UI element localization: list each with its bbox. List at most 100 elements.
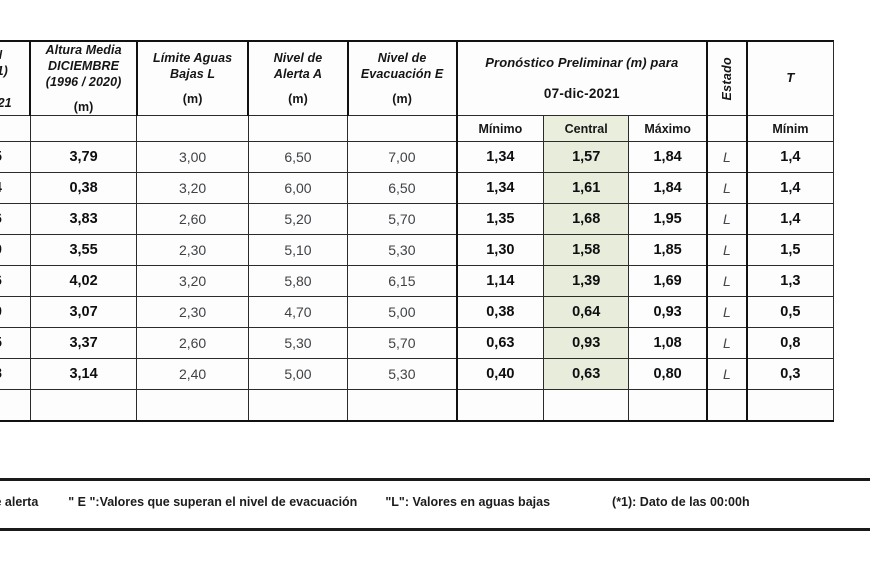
cell-col0: 5: [0, 141, 31, 173]
cell-col0: 4: [0, 172, 31, 204]
header-altura-media: Altura Media DICIEMBRE (1996 / 2020) (m): [29, 40, 138, 116]
cell-estado: L: [705, 327, 748, 359]
cell-nivel-evac: 7,00: [347, 141, 458, 173]
cell-nivel-alerta: 5,80: [247, 265, 349, 297]
header-pronostico-title: Pronóstico Preliminar (m) para: [485, 54, 679, 70]
footnote-alerta: vel de alerta: [0, 495, 39, 509]
subheader-evac-blank: [347, 115, 458, 142]
cell-maximo: 1,95: [628, 203, 708, 235]
header-pronostico-group: Pronóstico Preliminar (m) para 07-dic-20…: [456, 40, 708, 116]
cell-nivel-evac: 6,15: [347, 265, 458, 297]
cell-nivel-evac: 5,70: [347, 203, 458, 235]
header-nivel-evacuacion-unit: (m): [392, 92, 412, 106]
cell-nivel-alerta: 6,50: [247, 141, 349, 173]
cell-minimo: 1,35: [456, 203, 545, 235]
header-limite-aguas-unit: (m): [182, 92, 203, 106]
cell-minimo: 1,34: [456, 141, 545, 173]
cell-altura-media: 0,38: [29, 172, 138, 204]
cell-estado: L: [705, 234, 748, 266]
empty-cell-evac: [347, 389, 458, 422]
header-limite-aguas-title: Límite Aguas: [152, 51, 233, 65]
cell-central: 1,39: [543, 265, 630, 297]
cell-next-minimo: 1,4: [746, 141, 834, 173]
cell-maximo: 1,08: [628, 327, 708, 359]
cell-limite-aguas: 2,30: [136, 296, 249, 328]
empty-cell-altura: [29, 389, 138, 422]
cell-nivel-alerta: 5,20: [247, 203, 349, 235]
footnotes-rule-bottom: [0, 528, 870, 531]
cell-col0: 6: [0, 203, 31, 235]
cell-minimo: 1,30: [456, 234, 545, 266]
header-station-line2: (*1): [0, 63, 8, 78]
cell-limite-aguas: 2,40: [136, 358, 249, 390]
subheader-limite-blank: [136, 115, 249, 142]
cell-central: 1,61: [543, 172, 630, 204]
header-nivel-alerta-title: Nivel de: [273, 51, 323, 65]
cell-limite-aguas: 2,60: [136, 203, 249, 235]
header-limite-aguas: Límite Aguas Bajas L (m): [135, 40, 249, 116]
cell-limite-aguas: 3,00: [136, 141, 249, 173]
cell-nivel-evac: 5,30: [347, 358, 458, 390]
header-next-group: T: [746, 40, 834, 116]
header-altura-media-month: DICIEMBRE: [48, 59, 120, 73]
cell-altura-media: 3,79: [29, 141, 138, 173]
cell-limite-aguas: 3,20: [136, 265, 249, 297]
table-subheader-row: Mínimo Central Máximo Mínim: [0, 115, 834, 142]
empty-cell-station: [0, 389, 31, 422]
cell-nivel-evac: 5,70: [347, 327, 458, 359]
cell-estado: L: [705, 296, 748, 328]
cell-col0: 0: [0, 234, 31, 266]
cell-estado: L: [705, 358, 748, 390]
cell-maximo: 0,93: [628, 296, 708, 328]
header-limite-aguas-sub: Bajas L: [170, 67, 216, 81]
header-station-line1: N: [0, 48, 2, 62]
header-nivel-alerta-unit: (m): [288, 92, 308, 106]
header-nivel-evacuacion: Nivel de Evacuación E (m): [346, 40, 458, 116]
cell-minimo: 0,38: [456, 296, 545, 328]
cell-next-minimo: 0,3: [746, 358, 834, 390]
header-station-line4: 2021: [0, 95, 12, 110]
empty-cell-maximo: [628, 389, 708, 422]
subheader-central: Central: [543, 115, 630, 142]
cell-minimo: 0,40: [456, 358, 545, 390]
empty-cell-minimo: [456, 389, 545, 422]
cell-central: 1,57: [543, 141, 630, 173]
header-estado-rotwrap: Estado: [708, 57, 746, 100]
empty-cell-central: [543, 389, 630, 422]
cell-col0: 0: [0, 296, 31, 328]
subheader-maximo: Máximo: [628, 115, 708, 142]
header-next-group-label: T: [786, 70, 795, 86]
subheader-estado-blank: [705, 115, 748, 142]
cell-nivel-evac: 6,50: [347, 172, 458, 204]
header-nivel-alerta: Nivel de Alerta A (m): [247, 40, 349, 116]
empty-cell-alerta: [247, 389, 349, 422]
cell-altura-media: 3,14: [29, 358, 138, 390]
footnote-dato-hora: (*1): Dato de las 00:00h: [612, 495, 750, 509]
cell-col0: 5: [0, 327, 31, 359]
cell-estado: L: [705, 265, 748, 297]
cell-next-minimo: 1,4: [746, 203, 834, 235]
cell-central: 0,64: [543, 296, 630, 328]
cell-maximo: 1,84: [628, 141, 708, 173]
cell-limite-aguas: 3,20: [136, 172, 249, 204]
empty-cell-estado: [705, 389, 748, 422]
header-station: N (*1) ) 2021: [0, 40, 31, 116]
header-estado: Estado: [705, 40, 748, 116]
cell-nivel-alerta: 5,10: [247, 234, 349, 266]
cell-next-minimo: 1,5: [746, 234, 834, 266]
header-nivel-evacuacion-title: Nivel de: [377, 51, 427, 65]
cell-altura-media: 3,37: [29, 327, 138, 359]
cell-central: 0,63: [543, 358, 630, 390]
cell-nivel-evac: 5,00: [347, 296, 458, 328]
cell-maximo: 1,84: [628, 172, 708, 204]
cell-nivel-alerta: 5,30: [247, 327, 349, 359]
footnotes-rule-top: [0, 478, 870, 481]
cell-central: 1,68: [543, 203, 630, 235]
cell-maximo: 1,85: [628, 234, 708, 266]
header-altura-media-title: Altura Media: [45, 43, 122, 57]
